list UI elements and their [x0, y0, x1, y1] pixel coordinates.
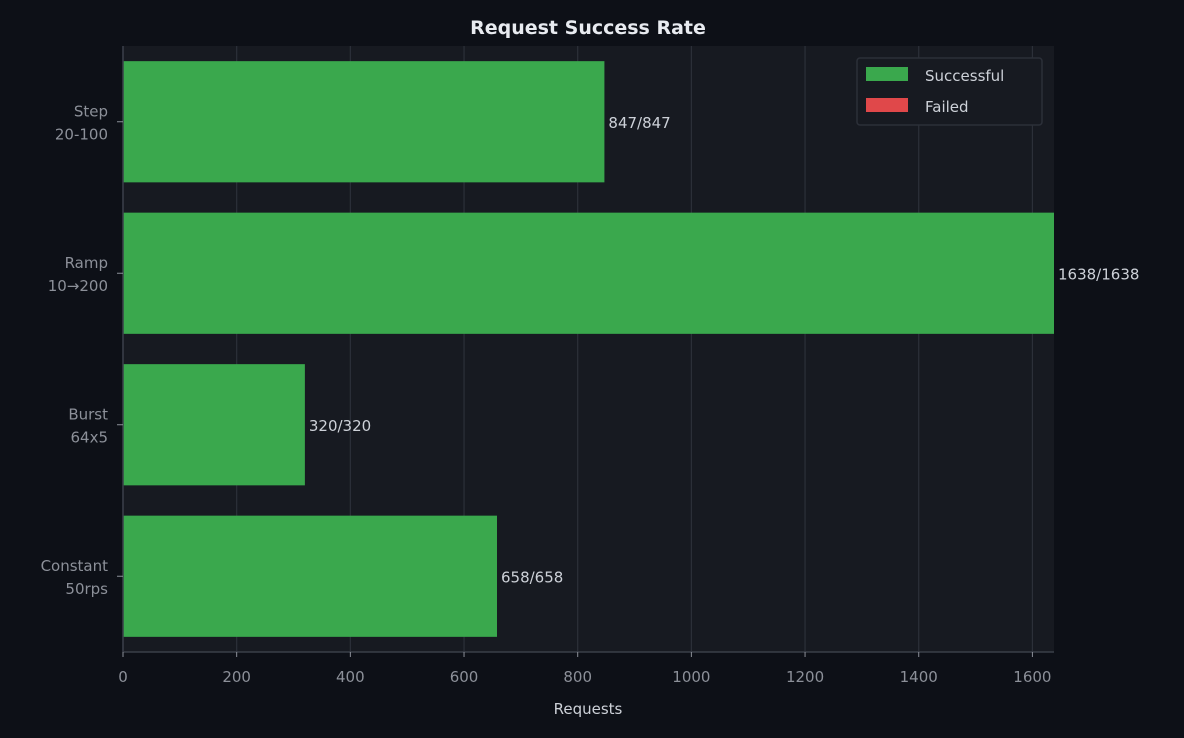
legend-label-failed: Failed: [925, 98, 969, 116]
y-tick-label-0: Step 20-100: [55, 102, 108, 143]
legend-swatch-failed: [866, 98, 908, 112]
bars: [123, 61, 1054, 637]
x-tick-label-800: 800: [563, 668, 592, 686]
x-tick-label-400: 400: [336, 668, 365, 686]
y-tick-label-line: Constant: [41, 557, 109, 575]
data-label-2: 320/320: [309, 417, 371, 435]
y-tick-label-line: 64x5: [70, 428, 108, 446]
y-tick-label-line: 50rps: [65, 580, 108, 598]
x-tick-label-600: 600: [450, 668, 479, 686]
y-tick-label-1: Ramp 10→200: [48, 254, 108, 295]
data-label-3: 658/658: [501, 568, 563, 586]
bar-successful-3: [123, 515, 497, 637]
x-tick-label-1200: 1200: [786, 668, 824, 686]
y-tick-label-line: Ramp: [65, 254, 108, 272]
y-tick-label-2: Burst 64x5: [68, 405, 108, 446]
legend-label-successful: Successful: [925, 67, 1004, 85]
x-tick-label-1000: 1000: [672, 668, 710, 686]
legend: Successful Failed: [856, 57, 1043, 126]
bar-successful-1: [123, 212, 1054, 334]
axes: 0 200 400 600 800 1000 1200 1400 1600 Step 20-100 R…: [41, 46, 1054, 686]
x-tick-label-1400: 1400: [900, 668, 938, 686]
chart-title: Request Success Rate: [470, 17, 706, 39]
y-tick-label-line: Burst: [68, 405, 108, 423]
x-tick-label-0: 0: [118, 668, 128, 686]
y-tick-label-line: 10→200: [48, 277, 108, 295]
y-tick-label-3: Constant 50rps: [41, 557, 109, 598]
data-label-0: 847/847: [608, 114, 670, 132]
bar-successful-0: [123, 61, 605, 183]
legend-swatch-successful: [866, 67, 908, 81]
data-labels: 847/847 1638/1638 320/320 658/658: [309, 114, 1140, 587]
y-tick-label-line: 20-100: [55, 125, 108, 143]
x-tick-label-200: 200: [222, 668, 251, 686]
data-label-1: 1638/1638: [1058, 265, 1139, 283]
x-tick-label-1600: 1600: [1013, 668, 1051, 686]
x-axis-label: Requests: [554, 700, 623, 718]
y-tick-label-line: Step: [74, 102, 108, 120]
bar-successful-2: [123, 364, 305, 486]
